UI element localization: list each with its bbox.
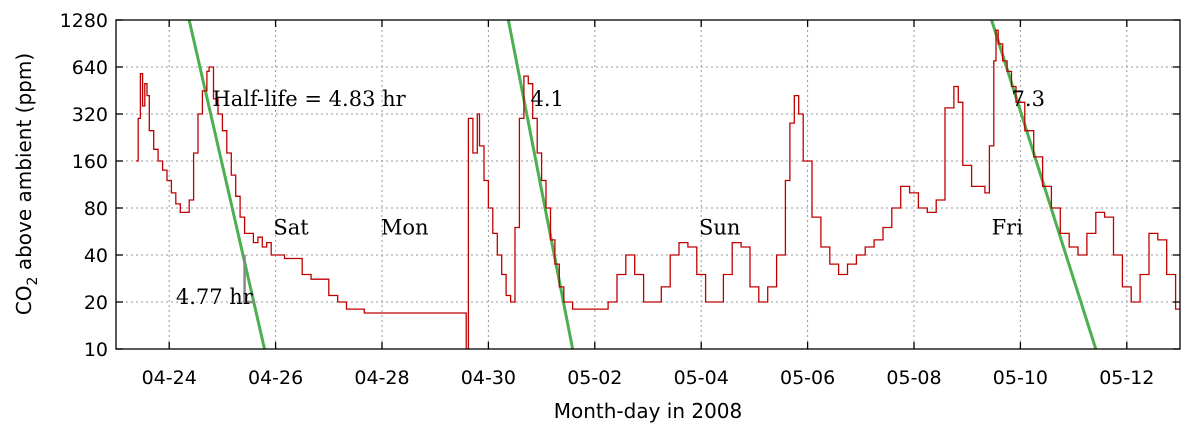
y-tick-label: 80 (84, 198, 108, 220)
plot-frame (115, 19, 1181, 350)
fit-lines (187, 20, 1098, 349)
annotation-label: Sat (273, 216, 309, 240)
co2-measured-line (135, 29, 1180, 349)
y-axis-title-rest: above ambient (ppm) (12, 53, 36, 277)
grid-lines (116, 20, 1180, 349)
y-tick-label: 160 (72, 151, 108, 173)
axis-ticks (116, 19, 1180, 350)
x-tick-label: 04-30 (461, 367, 516, 389)
annotations: Half-life = 4.83 hr 4.1 7.3 4.77 hr Sat Mon Su… (176, 87, 1045, 309)
annotation-label: 4.1 (531, 87, 564, 111)
data-series (135, 29, 1180, 349)
annotation-label: Sun (699, 216, 740, 240)
bracket-line (243, 255, 255, 304)
y-tick-label: 20 (84, 292, 108, 314)
x-tick-label: 04-28 (354, 367, 409, 389)
x-tick-label: 05-12 (1099, 367, 1154, 389)
y-tick-label: 640 (72, 57, 108, 79)
x-tick-label: 05-04 (674, 367, 729, 389)
exponential-fit-line (990, 20, 1098, 349)
x-tick-label: 04-24 (142, 367, 197, 389)
y-tick-label: 10 (84, 339, 108, 361)
y-tick-label: 40 (84, 245, 108, 267)
y-axis-title-main: CO (12, 285, 36, 315)
y-tick-label: 320 (72, 104, 108, 126)
annotation-label: 4.77 hr (176, 285, 254, 309)
annotation-label: Fri (992, 216, 1024, 240)
y-tick-label: 1280 (60, 10, 108, 32)
annotation-label: Mon (381, 216, 429, 240)
exponential-fit-line (187, 20, 266, 349)
x-axis-tick-labels: 04-24 04-26 04-28 04-30 05-02 05-04 05-06 05-08… (142, 367, 1155, 389)
x-tick-label: 04-26 (248, 367, 303, 389)
x-tick-label: 05-10 (993, 367, 1048, 389)
x-tick-label: 05-08 (886, 367, 941, 389)
annotation-label: Half-life = 4.83 hr (212, 87, 406, 111)
annotation-label: 7.3 (1012, 87, 1045, 111)
y-axis-tick-labels: 10 20 40 80 160 320 640 1280 (60, 10, 108, 361)
y-axis-title-subscript: 2 (25, 277, 41, 286)
exponential-fit-line (506, 20, 575, 349)
y-axis-title: CO2 above ambient (ppm) (12, 53, 41, 315)
x-tick-label: 05-06 (780, 367, 835, 389)
x-tick-label: 05-02 (567, 367, 622, 389)
x-axis-title: Month-day in 2008 (554, 399, 743, 423)
half-life-bracket (243, 255, 255, 304)
